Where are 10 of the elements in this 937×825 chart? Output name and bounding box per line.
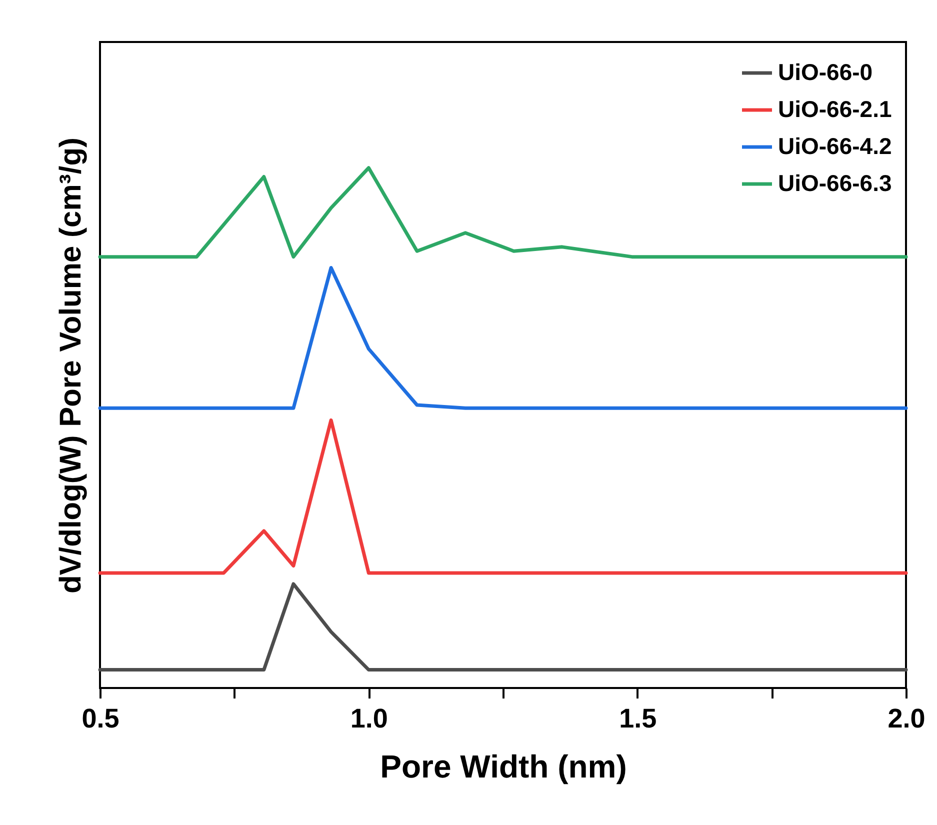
legend-label: UiO-66-0 [778, 59, 873, 85]
legend-label: UiO-66-2.1 [778, 96, 892, 122]
x-tick-label: 1.5 [619, 704, 657, 734]
x-tick-label: 2.0 [888, 704, 926, 734]
x-tick-label: 0.5 [82, 704, 120, 734]
legend-label: UiO-66-6.3 [778, 170, 892, 196]
legend-label: UiO-66-4.2 [778, 133, 892, 159]
y-axis-title: dV/dlog(W) Pore Volume (cm³/g) [54, 137, 88, 594]
x-axis-title: Pore Width (nm) [380, 748, 627, 784]
x-tick-label: 1.0 [350, 704, 388, 734]
